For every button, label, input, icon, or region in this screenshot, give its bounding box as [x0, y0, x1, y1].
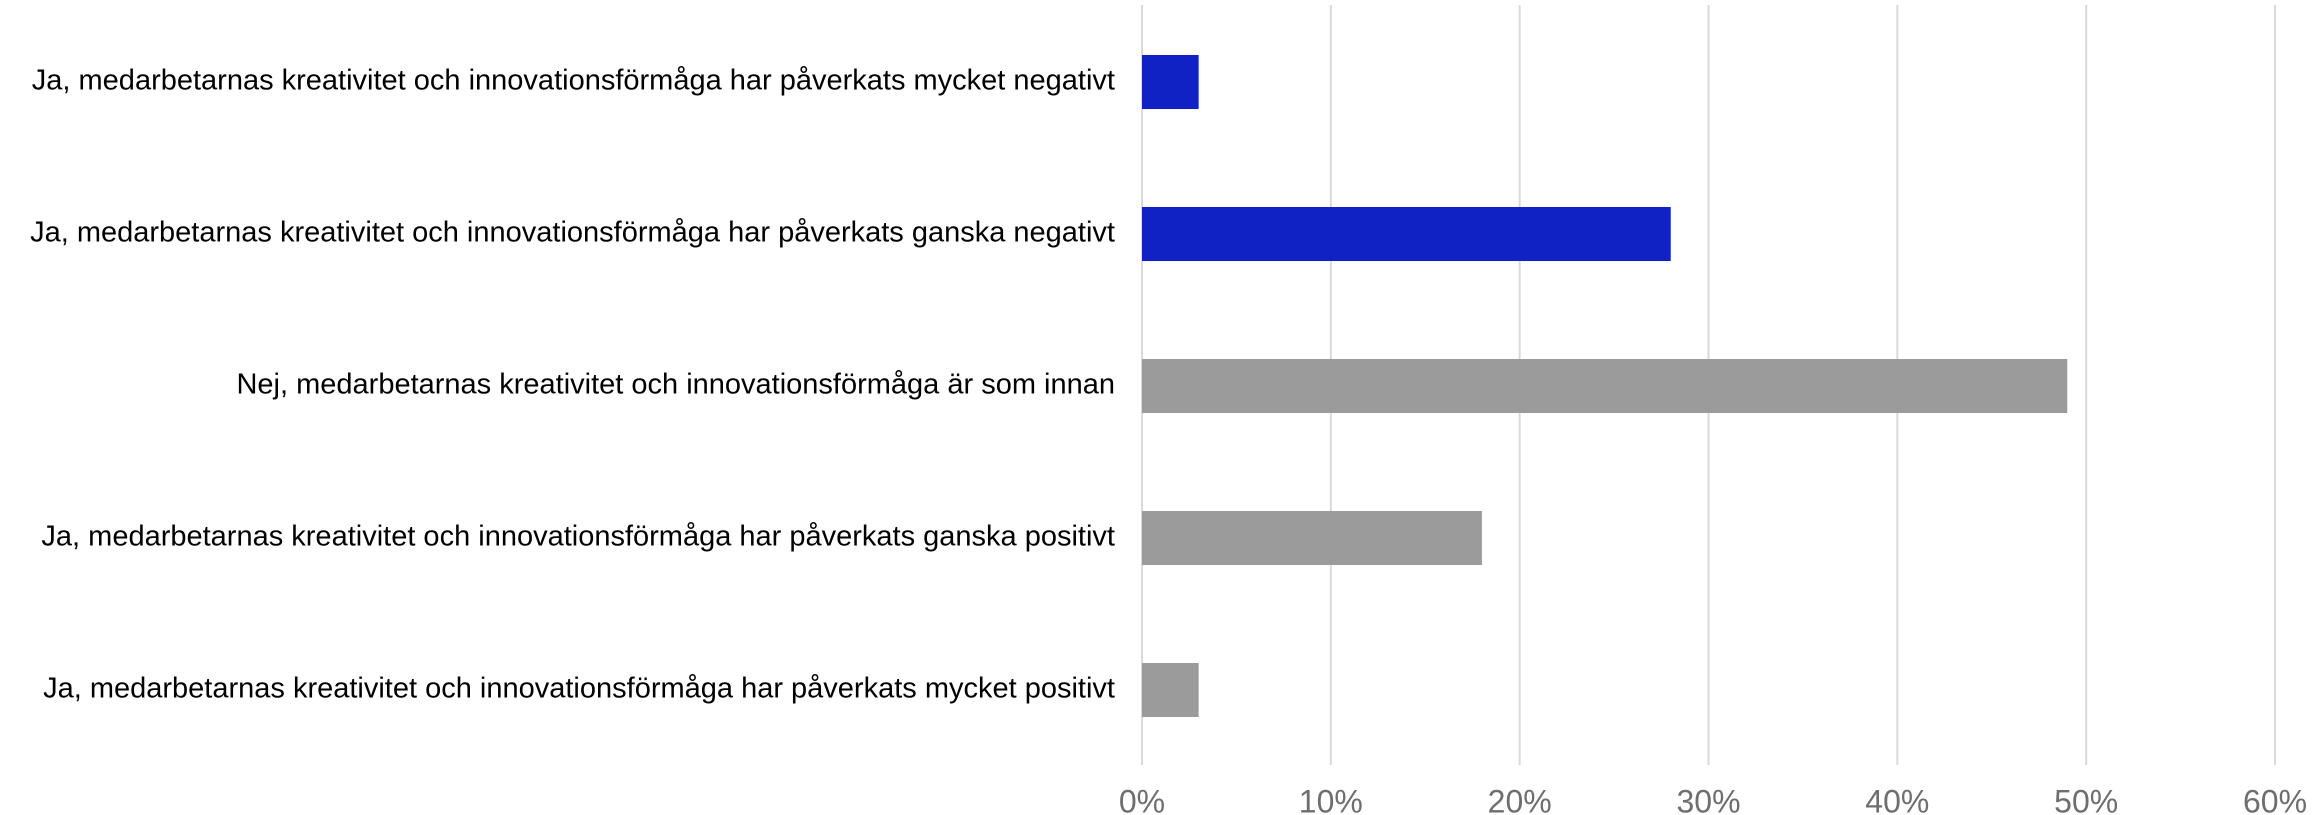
bar	[1142, 55, 1199, 109]
bar	[1142, 207, 1671, 261]
bar	[1142, 359, 2068, 413]
y-tick-label: Ja, medarbetarnas kreativitet och innova…	[41, 521, 1115, 553]
x-tick-label: 10%	[1299, 783, 1363, 815]
y-tick-label: Ja, medarbetarnas kreativitet och innova…	[32, 65, 1115, 97]
y-tick-label: Ja, medarbetarnas kreativitet och innova…	[43, 673, 1115, 705]
x-tick-label: 20%	[1488, 783, 1552, 815]
bar	[1142, 663, 1199, 717]
x-tick-label: 0%	[1119, 783, 1165, 815]
x-tick-label: 30%	[1676, 783, 1740, 815]
x-tick-label: 50%	[2054, 783, 2118, 815]
y-tick-label: Nej, medarbetarnas kreativitet och innov…	[236, 369, 1115, 401]
x-tick-label: 60%	[2243, 783, 2307, 815]
bar	[1142, 511, 1482, 565]
y-tick-label: Ja, medarbetarnas kreativitet och innova…	[30, 217, 1115, 249]
x-tick-label: 40%	[1865, 783, 1929, 815]
